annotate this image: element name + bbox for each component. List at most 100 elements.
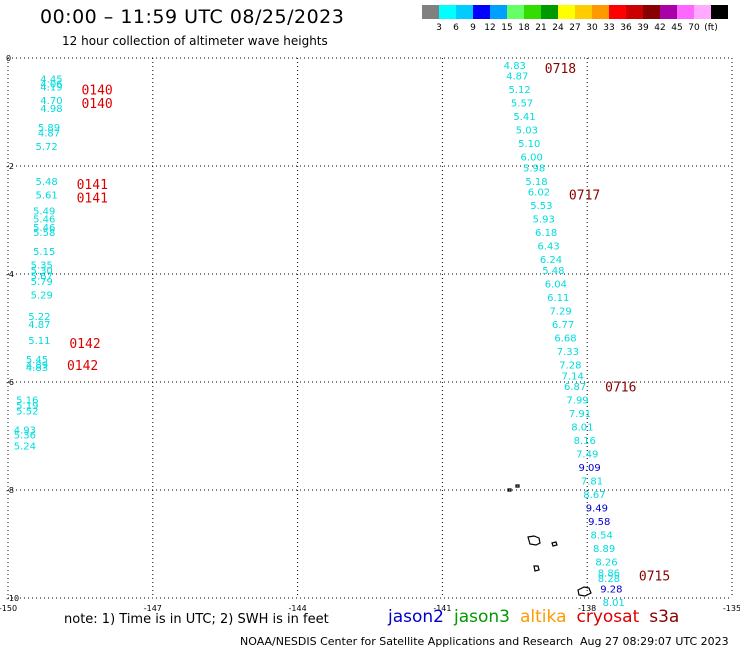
latitude-tick-label: 0 [6, 54, 11, 63]
wave-height-value: 5.48 [35, 177, 57, 188]
color-swatch [626, 5, 643, 19]
color-swatch [609, 5, 626, 19]
wave-height-value: 6.43 [537, 242, 559, 253]
wave-height-value: 5.18 [525, 177, 547, 188]
wave-height-value: 6.18 [535, 228, 557, 239]
wave-height-value: 9.58 [588, 517, 610, 528]
scale-label: 30 [586, 23, 598, 33]
wave-height-value: 5.16 [16, 396, 38, 407]
longitude-tick-label: -135 [723, 604, 740, 613]
color-swatch [694, 5, 711, 19]
scale-label: 33 [603, 23, 614, 33]
wave-height-value: 4.87 [38, 128, 60, 139]
scale-label: 36 [620, 23, 632, 33]
legend-item-altika: altika [520, 607, 567, 627]
scale-label: 12 [484, 23, 495, 33]
wave-height-value: 5.79 [31, 277, 53, 288]
wave-height-value: 5.98 [523, 163, 545, 174]
pass-time-label: 0142 [67, 359, 98, 374]
scale-label: 9 [470, 23, 476, 33]
pass-time-label: 0142 [69, 337, 100, 352]
wave-height-value: 9.28 [600, 585, 622, 596]
wave-height-value: 6.00 [521, 153, 543, 164]
longitude-tick-label: -138 [578, 604, 596, 613]
scale-label: 3 [436, 23, 442, 33]
wave-height-value: 4.45 [40, 74, 62, 85]
color-swatch [541, 5, 558, 19]
color-swatch [490, 5, 507, 19]
wave-height-value: 7.81 [581, 477, 603, 488]
wave-height-value: 4.87 [28, 320, 50, 331]
color-swatch [558, 5, 575, 19]
island-outline [515, 484, 520, 488]
latitude-tick-label: -10 [6, 594, 19, 603]
wave-height-value: 5.29 [31, 290, 53, 301]
wave-height-value: 6.02 [528, 188, 550, 199]
page-title: 00:00 – 11:59 UTC 08/25/2023 [40, 6, 345, 28]
wave-height-value: 7.29 [550, 307, 572, 318]
wave-height-value: 7.33 [557, 347, 579, 358]
wave-height-value: 5.12 [508, 85, 530, 96]
island-outline [507, 488, 512, 492]
scale-label: 15 [501, 23, 512, 33]
longitude-tick-label: -141 [433, 604, 451, 613]
wave-height-value: 5.41 [513, 112, 535, 123]
wave-height-value: 8.86 [598, 568, 620, 579]
color-scale-bar: 3 6 9 12 15 18 21 24 27 30 33 36 39 42 45 70 (ft) [422, 5, 728, 33]
latitude-tick-label: -6 [6, 378, 14, 387]
wave-height-value: 7.49 [576, 450, 598, 461]
pass-time-label: 0716 [605, 380, 636, 395]
wave-height-value: 7.91 [569, 409, 591, 420]
wave-height-value: 5.53 [530, 201, 552, 212]
wave-height-value: 5.10 [518, 139, 540, 150]
wave-height-value: 6.77 [552, 320, 574, 331]
wave-height-value: 5.19 [16, 401, 38, 412]
wave-height-value: 5.22 [28, 312, 50, 323]
wave-height-value: 5.35 [31, 261, 53, 272]
wave-height-value: 8.01 [603, 598, 625, 609]
wave-height-value: 5.93 [533, 215, 555, 226]
wave-height-value: 5.48 [542, 266, 564, 277]
wave-height-value: 4.06 [40, 80, 62, 91]
legend-item-jason3: jason3 [454, 607, 510, 627]
wave-height-value: 8.26 [595, 558, 617, 569]
color-swatch [711, 5, 728, 19]
color-swatch [422, 5, 439, 19]
wave-height-value: 5.45 [26, 355, 48, 366]
wave-height-value: 5.24 [14, 442, 36, 453]
wave-height-value: 4.87 [506, 72, 528, 83]
wave-height-value: 5.36 [14, 431, 36, 442]
wave-height-value: 5.15 [33, 247, 55, 258]
island-outline [533, 565, 540, 572]
longitude-tick-label: -144 [289, 604, 307, 613]
color-swatch [524, 5, 541, 19]
color-swatch [592, 5, 609, 19]
wave-height-value: 6.24 [540, 255, 562, 266]
color-swatch [439, 5, 456, 19]
scale-label: 42 [654, 23, 665, 33]
latitude-tick-label: -8 [6, 486, 14, 495]
latitude-tick-label: -4 [6, 270, 14, 279]
wave-height-value: 5.61 [35, 190, 57, 201]
scale-label: 70 [688, 23, 700, 33]
scale-label: 6 [453, 23, 459, 33]
pass-time-label: 0140 [81, 83, 112, 98]
scale-label: 27 [569, 23, 580, 33]
color-swatch [643, 5, 660, 19]
longitude-tick-label: -150 [0, 604, 17, 613]
wave-height-value: 4.70 [40, 96, 62, 107]
wave-height-value: 5.72 [35, 142, 57, 153]
wave-height-value: 9.49 [586, 504, 608, 515]
timestamp-footer: Aug 27 08:29:07 UTC 2023 [580, 635, 729, 648]
legend-item-cryosat: cryosat [576, 607, 640, 627]
pass-time-label: 0718 [545, 62, 576, 77]
wave-height-value: 8.89 [593, 544, 615, 555]
pass-time-label: 0140 [81, 97, 112, 112]
color-swatch [473, 5, 490, 19]
color-swatch [660, 5, 677, 19]
pass-time-label: 0717 [569, 189, 600, 204]
wave-height-value: 6.04 [545, 280, 567, 291]
island-outline [577, 586, 592, 597]
units-note: note: 1) Time is in UTC; 2) SWH is in fe… [64, 612, 329, 627]
